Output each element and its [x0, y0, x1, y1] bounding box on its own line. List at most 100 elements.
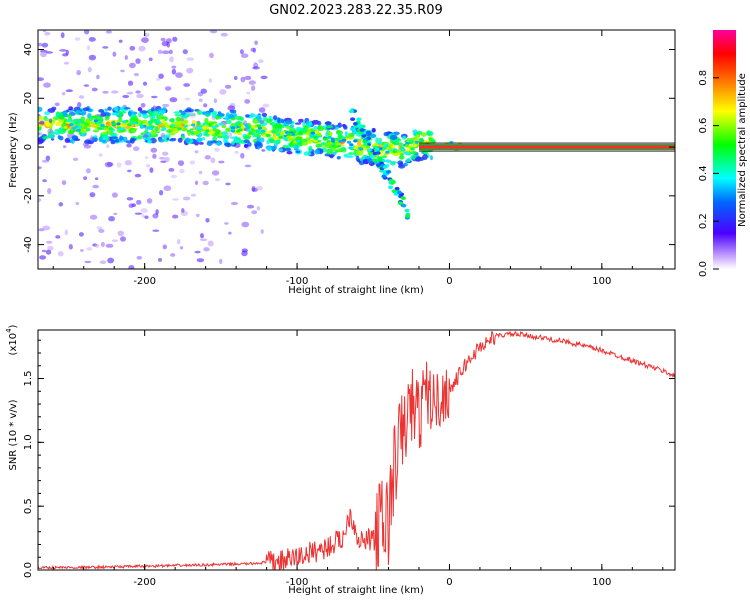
spectrogram-speckle [92, 184, 100, 189]
colorbar-tick-label: 0.8 [698, 70, 709, 86]
x-tick-label: 0 [446, 577, 452, 588]
spectrogram-speckle [348, 109, 354, 114]
spectrogram-speckle [38, 166, 42, 170]
spectrogram-speckle [141, 214, 145, 218]
spectrogram-marks [38, 30, 675, 269]
spectrogram-speckle [104, 161, 113, 168]
spectrogram-speckle [89, 214, 98, 220]
spectrogram-speckle [328, 154, 335, 158]
spectrogram-core [212, 128, 217, 132]
spectrogram-core [117, 127, 122, 131]
spectrogram-speckle [86, 168, 91, 174]
spectrogram-speckle [278, 148, 283, 152]
spectrogram-speckle [228, 231, 232, 235]
spectrogram-speckle [347, 133, 352, 138]
spectrogram-speckle [40, 51, 47, 58]
spectrogram-speckle [379, 150, 384, 156]
spectrogram-core [182, 127, 188, 131]
x-tick-label: 0 [446, 276, 452, 287]
spectrogram-speckle [99, 137, 103, 142]
spectrogram-speckle [172, 198, 179, 201]
spectrogram-core [238, 128, 243, 132]
spectrogram-speckle [164, 86, 172, 91]
spectrogram-speckle [208, 122, 213, 127]
top-x-axis: -200 -100 0 100 [52, 30, 664, 287]
spectrogram-speckle [137, 135, 143, 140]
spectrogram-speckle [197, 110, 203, 115]
spectrogram-core [341, 138, 347, 142]
spectrogram-speckle [219, 258, 223, 264]
spectrogram-speckle [168, 168, 175, 172]
spectrogram-core [392, 150, 397, 153]
spectrogram-core [400, 148, 405, 152]
spectrogram-core [127, 123, 132, 127]
spectrogram-speckle [112, 51, 117, 57]
spectrogram-core [170, 124, 175, 127]
spectrogram-speckle [116, 162, 122, 168]
spectrogram-speckle [183, 83, 191, 87]
spectrogram-speckle [231, 141, 235, 146]
spectrogram-panel: -200 -100 0 100 40 20 0 -20 -40 Height of strai… [8, 29, 676, 296]
spectrogram-speckle [132, 146, 140, 152]
spectrogram-speckle [336, 130, 341, 133]
spectrogram-speckle [105, 243, 114, 248]
spectrogram-speckle [224, 84, 232, 89]
y-tick-label: -20 [23, 188, 34, 204]
spectrogram-speckle [102, 139, 106, 143]
spectrogram-speckle [164, 156, 170, 162]
spectrogram-core [148, 120, 153, 124]
spectrogram-speckle [233, 142, 241, 148]
spectrogram-speckle [129, 45, 136, 51]
spectrogram-speckle [92, 129, 99, 133]
spectrogram-speckle [420, 132, 427, 137]
spectrogram-speckle [88, 54, 97, 61]
spectrogram-speckle [172, 214, 179, 219]
spectrogram-core [244, 123, 249, 127]
spectrogram-speckle [137, 107, 143, 112]
spectrogram-speckle [243, 135, 251, 141]
spectrogram-speckle [355, 150, 364, 156]
spectrogram-speckle [303, 125, 308, 129]
spectrogram-speckle [349, 127, 356, 131]
spectrogram-speckle [96, 226, 103, 230]
spectrogram-speckle [314, 149, 320, 155]
spectrogram-speckle [90, 135, 94, 142]
spectrogram-speckle [42, 136, 50, 140]
spectrogram-speckle [251, 187, 258, 192]
spectrogram-core [282, 136, 287, 140]
spectrogram-speckle [73, 138, 81, 142]
spectrogram-speckle [428, 137, 432, 141]
spectrogram-speckle [377, 157, 383, 162]
spectrogram-core [97, 120, 102, 124]
spectrogram-core [103, 127, 108, 131]
spectrogram-core [96, 123, 101, 127]
spectrogram-core [330, 137, 336, 141]
spectrogram-speckle [190, 193, 197, 197]
spectrogram-core [148, 127, 154, 131]
spectrogram-speckle [144, 156, 149, 160]
spectrogram-speckle [84, 260, 92, 264]
spectrogram-speckle [107, 257, 114, 264]
spectrogram-core [218, 122, 224, 126]
spectrogram-speckle [325, 121, 332, 127]
spectrogram-speckle [83, 176, 88, 181]
spectrogram-speckle [169, 97, 178, 103]
spectrogram-speckle [404, 208, 410, 213]
spectrogram-speckle [75, 109, 81, 114]
spectrogram-speckle [389, 181, 395, 185]
spectrogram-speckle [44, 111, 50, 116]
spectrogram-core [287, 138, 293, 142]
spectrogram-speckle [243, 144, 249, 148]
spectrogram-speckle [193, 130, 201, 135]
spectrogram-core [250, 125, 256, 129]
spectrogram-speckle [225, 127, 232, 132]
spectrogram-speckle [177, 238, 181, 245]
spectrogram-speckle [294, 122, 302, 125]
spectrogram-speckle [142, 81, 148, 86]
spectrogram-speckle [241, 221, 250, 228]
spectrogram-speckle [215, 178, 220, 182]
spectrogram-speckle [261, 149, 266, 152]
spectrogram-speckle [210, 157, 216, 164]
spectrogram-speckle [99, 260, 107, 265]
spectrogram-speckle [262, 116, 268, 122]
